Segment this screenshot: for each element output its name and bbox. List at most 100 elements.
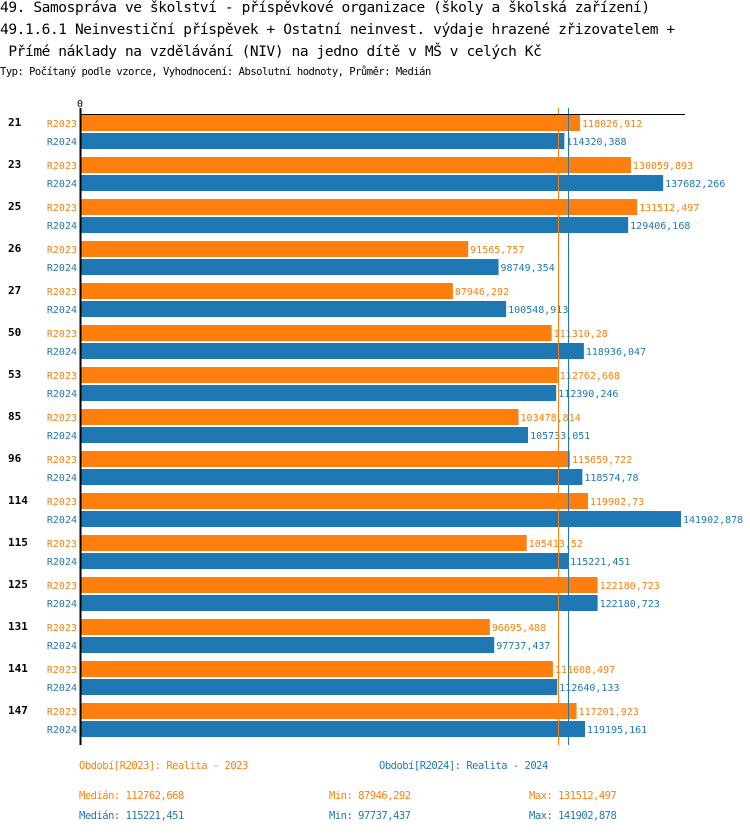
- bar-r2024: [81, 469, 583, 485]
- value-label: 122180,723: [600, 599, 660, 610]
- bar-r2023: [81, 157, 631, 173]
- series-label: R2024: [47, 263, 77, 274]
- value-label: 91565,757: [470, 245, 524, 256]
- bar-r2024: [81, 175, 664, 191]
- series-label: R2024: [47, 179, 77, 190]
- stat-max-r2023: Max: 131512,497: [529, 790, 617, 802]
- value-label: 131512,497: [639, 203, 699, 214]
- value-label: 105733,051: [530, 431, 590, 442]
- value-label: 111310,28: [554, 329, 608, 340]
- value-label: 117201,923: [579, 707, 639, 718]
- bar-r2024: [81, 721, 585, 737]
- value-label: 98749,354: [501, 263, 555, 274]
- bar-r2023: [81, 535, 527, 551]
- bar-r2024: [81, 259, 499, 275]
- bar-r2023: [81, 451, 571, 467]
- series-label: R2023: [47, 497, 77, 508]
- series-label: R2024: [47, 557, 77, 568]
- series-label: R2024: [47, 431, 77, 442]
- value-label: 115659,722: [572, 455, 632, 466]
- stat-max-r2024: Max: 141902,878: [529, 810, 617, 822]
- series-label: R2023: [47, 455, 77, 466]
- series-label: R2024: [47, 515, 77, 526]
- value-label: 129406,168: [630, 221, 690, 232]
- category-label: 27: [8, 284, 21, 297]
- bar-r2023: [81, 241, 469, 257]
- series-label: R2024: [47, 683, 77, 694]
- category-label: 141: [8, 662, 28, 675]
- x-tick-label: 0: [77, 99, 83, 110]
- bar-r2023: [81, 661, 553, 677]
- bar-r2023: [81, 409, 519, 425]
- stat-min-r2024: Min: 97737,437: [329, 810, 411, 822]
- chart-title-line-2: 49.1.6.1 Neinvestiční příspěvek + Ostatn…: [0, 22, 675, 38]
- value-label: 96695,488: [492, 623, 546, 634]
- chart-title-line-3: Přímé náklady na vzdělávání (NIV) na jed…: [0, 44, 542, 60]
- value-label: 118574,78: [584, 473, 638, 484]
- series-label: R2023: [47, 245, 77, 256]
- stat-median-r2023: Medián: 112762,668: [79, 790, 184, 802]
- value-label: 114320,388: [566, 137, 626, 148]
- bar-r2023: [81, 199, 638, 215]
- series-label: R2023: [47, 371, 77, 382]
- bar-r2024: [81, 385, 557, 401]
- bar-r2023: [81, 703, 577, 719]
- series-label: R2023: [47, 581, 77, 592]
- bar-r2023: [81, 115, 581, 131]
- legend-r2024: Období[R2024]: Realita - 2024: [379, 760, 548, 772]
- legend-r2023: Období[R2023]: Realita - 2023: [79, 760, 248, 772]
- bar-r2023: [81, 283, 453, 299]
- series-label: R2023: [47, 623, 77, 634]
- category-label: 147: [8, 704, 28, 717]
- bar-r2024: [81, 553, 569, 569]
- bar-r2024: [81, 301, 507, 317]
- bar-r2023: [81, 577, 598, 593]
- series-label: R2024: [47, 389, 77, 400]
- series-label: R2023: [47, 161, 77, 172]
- bar-r2024: [81, 511, 681, 527]
- value-label: 111608,497: [555, 665, 615, 676]
- stat-median-r2024: Medián: 115221,451: [79, 810, 184, 822]
- category-label: 96: [8, 452, 22, 465]
- bar-r2024: [81, 595, 598, 611]
- series-label: R2023: [47, 413, 77, 424]
- bar-r2023: [81, 493, 588, 509]
- bar-r2024: [81, 637, 495, 653]
- series-label: R2023: [47, 119, 77, 130]
- value-label: 112640,133: [559, 683, 619, 694]
- series-label: R2023: [47, 707, 77, 718]
- value-label: 137682,266: [665, 179, 725, 190]
- bar-r2024: [81, 217, 629, 233]
- value-label: 105413,52: [529, 539, 583, 550]
- value-label: 119195,161: [587, 725, 647, 736]
- value-label: 141902,878: [683, 515, 743, 526]
- series-label: R2023: [47, 287, 77, 298]
- bar-r2024: [81, 679, 558, 695]
- value-label: 112762,668: [560, 371, 620, 382]
- value-label: 130059,893: [633, 161, 693, 172]
- series-label: R2024: [47, 137, 77, 148]
- category-label: 114: [8, 494, 28, 507]
- chart-subtitle: Typ: Počítaný podle vzorce, Vyhodnocení:…: [0, 66, 431, 78]
- category-label: 85: [8, 410, 21, 423]
- value-label: 100548,913: [508, 305, 568, 316]
- bar-r2023: [81, 325, 552, 341]
- category-label: 125: [8, 578, 28, 591]
- category-label: 23: [8, 158, 21, 171]
- bar-r2023: [81, 619, 490, 635]
- bar-r2024: [81, 133, 565, 149]
- value-label: 103478,814: [521, 413, 581, 424]
- value-label: 115221,451: [570, 557, 630, 568]
- category-label: 53: [8, 368, 21, 381]
- bar-r2024: [81, 427, 529, 443]
- series-label: R2024: [47, 347, 77, 358]
- category-label: 131: [8, 620, 28, 633]
- series-label: R2023: [47, 329, 77, 340]
- value-label: 122180,723: [600, 581, 660, 592]
- series-label: R2024: [47, 725, 77, 736]
- value-label: 97737,437: [496, 641, 550, 652]
- series-label: R2024: [47, 305, 77, 316]
- bar-r2024: [81, 343, 584, 359]
- series-label: R2023: [47, 203, 77, 214]
